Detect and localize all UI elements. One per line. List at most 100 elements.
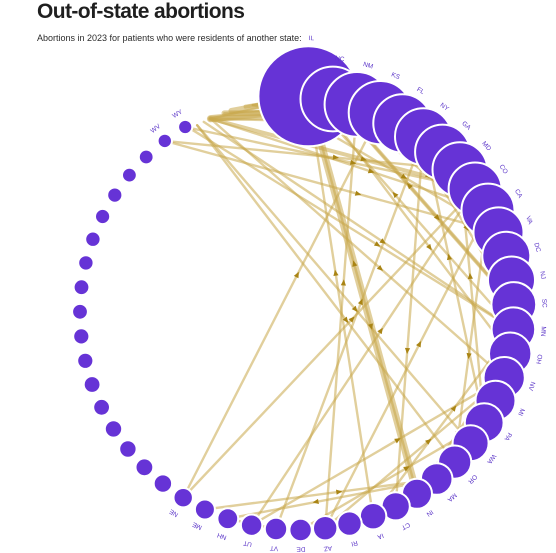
state-label-co: CO — [498, 163, 509, 175]
flow-me-ma — [203, 477, 438, 511]
flow-arrow-icon — [349, 159, 357, 165]
state-node-unlabeled-44[interactable] — [84, 230, 102, 248]
state-node-ia[interactable] — [358, 502, 388, 531]
chart-title: Out-of-state abortions — [37, 0, 245, 23]
flow-arrow-icon — [376, 264, 384, 271]
state-node-unlabeled-36[interactable] — [103, 419, 124, 439]
state-label-il: IL — [308, 35, 314, 42]
state-node-unlabeled-35[interactable] — [118, 439, 138, 459]
flow-arrow-icon — [354, 190, 362, 196]
state-node-ri[interactable] — [336, 510, 363, 537]
state-node-unlabeled-33[interactable] — [152, 473, 174, 494]
flow-arrow-icon — [348, 316, 355, 323]
state-label-me: ME — [191, 520, 203, 531]
state-node-me[interactable] — [193, 498, 216, 521]
flow-arrow-icon — [293, 271, 299, 279]
state-label-az: AZ — [323, 544, 332, 552]
flow-il-in — [307, 95, 419, 496]
state-label-va: VA — [524, 215, 534, 226]
flow-arrow-icon — [368, 323, 374, 330]
flow-arrow-icon — [403, 466, 410, 472]
flow-mn-il — [307, 95, 515, 331]
flow-arrow-icon — [400, 173, 408, 179]
flow-arrow-icon — [351, 305, 358, 312]
state-node-ne[interactable] — [172, 487, 194, 509]
state-label-nc: NC — [334, 55, 345, 64]
state-label-ne: NE — [168, 507, 180, 518]
state-node-unlabeled-42[interactable] — [72, 278, 91, 297]
state-node-wv[interactable] — [156, 132, 174, 150]
state-node-unlabeled-47[interactable] — [120, 166, 138, 184]
state-node-de[interactable] — [288, 517, 313, 543]
state-label-nh: NH — [216, 531, 227, 541]
flow-arrow-icon — [466, 352, 472, 360]
state-label-vt: VT — [270, 544, 279, 552]
state-label-in: IN — [425, 508, 435, 518]
state-node-unlabeled-39[interactable] — [76, 351, 95, 370]
flow-arrow-icon — [377, 327, 383, 335]
state-label-oh: OH — [534, 354, 543, 365]
flow-arrow-icon — [450, 405, 457, 412]
state-label-wa: WA — [485, 453, 497, 466]
state-label-pa: PA — [502, 431, 513, 442]
state-label-sc: SC — [540, 299, 547, 309]
state-node-unlabeled-45[interactable] — [94, 207, 112, 226]
state-label-ut: UT — [243, 539, 253, 548]
state-node-unlabeled-37[interactable] — [92, 397, 111, 417]
flow-arrow-icon — [446, 253, 453, 261]
state-node-unlabeled-38[interactable] — [82, 375, 102, 394]
state-label-nm: NM — [362, 61, 374, 71]
state-label-de: DE — [296, 545, 306, 552]
state-node-unlabeled-48[interactable] — [137, 148, 155, 166]
flow-az-nm — [324, 103, 359, 530]
state-label-mn: MN — [539, 326, 547, 337]
flow-arrow-icon — [416, 341, 422, 348]
flow-arrow-icon — [352, 260, 358, 267]
flow-sd-mn — [202, 120, 515, 331]
state-label-ri: RI — [350, 539, 358, 547]
flow-arrow-icon — [392, 191, 399, 199]
flow-arrow-icon — [425, 438, 432, 445]
state-label-wy: WY — [171, 108, 184, 120]
state-label-ia: IA — [376, 532, 385, 541]
flow-arrow-icon — [373, 241, 381, 247]
flow-arrow-icon — [379, 238, 386, 244]
state-label-or: OR — [466, 473, 478, 485]
state-node-vt[interactable] — [263, 516, 289, 542]
flow-arrow-icon — [367, 168, 375, 174]
flow-vt-ny — [274, 135, 425, 531]
chart-subtitle: Abortions in 2023 for patients who were … — [37, 33, 302, 43]
flow-arrow-icon — [394, 438, 401, 444]
flow-arrow-icon — [332, 154, 339, 160]
state-node-nh[interactable] — [216, 507, 240, 531]
state-label-wv: WV — [149, 123, 162, 135]
state-node-unlabeled-41[interactable] — [71, 302, 89, 321]
state-label-ca: CA — [513, 188, 524, 200]
flow-wy-co — [184, 125, 477, 191]
state-node-unlabeled-40[interactable] — [72, 327, 91, 346]
state-label-fl: FL — [415, 86, 425, 96]
state-node-unlabeled-43[interactable] — [77, 254, 95, 272]
flow-arrow-icon — [406, 183, 413, 190]
flow-arrow-icon — [335, 489, 343, 495]
flow-tx-nv — [209, 117, 506, 379]
state-node-unlabeled-46[interactable] — [106, 186, 124, 204]
state-label-ny: NY — [439, 102, 451, 113]
state-node-az[interactable] — [312, 515, 339, 542]
state-node-unlabeled-34[interactable] — [134, 457, 155, 478]
state-label-ga: GA — [460, 120, 472, 132]
flow-arrow-icon — [342, 316, 349, 323]
flow-id-or — [195, 124, 456, 464]
state-label-dc: DC — [532, 242, 541, 253]
flow-id-wa — [195, 124, 472, 445]
flow-arrow-icon — [426, 243, 432, 251]
flow-ma-nh — [226, 477, 438, 520]
state-nodes — [71, 45, 538, 543]
state-label-ct: CT — [400, 521, 411, 531]
state-label-ma: MA — [445, 491, 457, 503]
flow-arrow-icon — [360, 156, 367, 162]
state-node-wy[interactable] — [177, 118, 194, 136]
flow-arrow-icon — [467, 272, 473, 280]
state-node-ut[interactable] — [239, 513, 264, 537]
